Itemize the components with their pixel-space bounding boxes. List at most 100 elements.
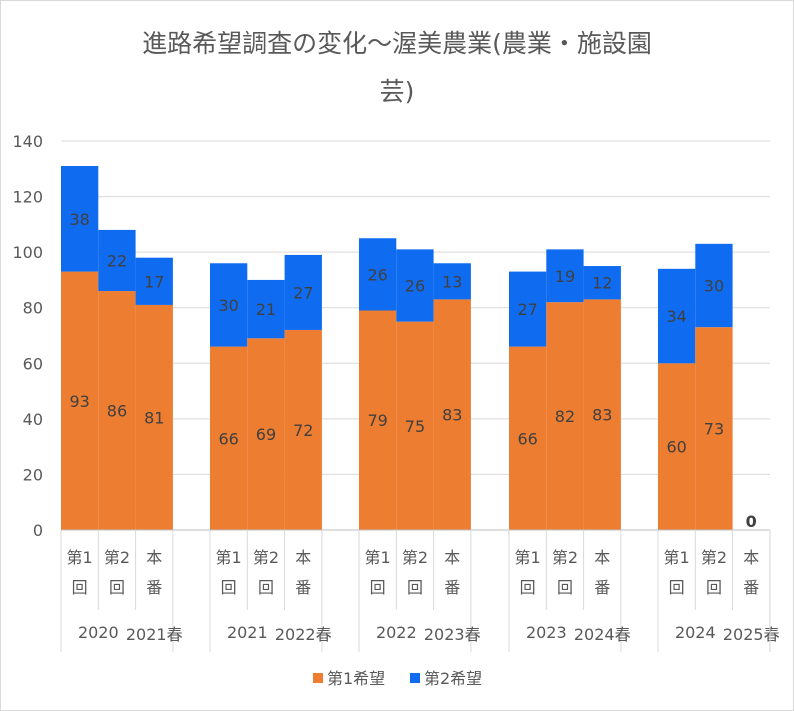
- y-tick-label: 20: [23, 465, 43, 484]
- category-label-bottom: 回: [520, 578, 536, 597]
- y-tick-label: 0: [33, 521, 43, 540]
- group-year-label: 2021: [227, 623, 268, 642]
- group-season-label: 2021春: [126, 625, 183, 644]
- bar-second-choice: [247, 279, 285, 339]
- data-label-second-choice: 27: [517, 300, 537, 319]
- data-label-first-choice: 86: [107, 402, 127, 421]
- bar-first-choice: [247, 338, 285, 530]
- data-label-second-choice: 26: [405, 276, 425, 295]
- data-label-first-choice: 66: [218, 429, 238, 448]
- data-label-second-choice: 13: [442, 272, 462, 291]
- bar-second-choice: [359, 238, 397, 311]
- data-label-first-choice: 72: [293, 421, 313, 440]
- bar-first-choice: [658, 363, 696, 530]
- group-season-label: 2025春: [723, 625, 780, 644]
- category-label-top: 本: [295, 548, 311, 567]
- bar-first-choice: [61, 271, 99, 530]
- group-year-label: 2023: [526, 623, 567, 642]
- group-year-label: 2022: [376, 623, 417, 642]
- bar-second-choice: [135, 257, 173, 305]
- data-label-first-choice: 81: [144, 408, 164, 427]
- data-label-second-choice: 30: [218, 296, 238, 315]
- chart-title-line-1: 進路希望調査の変化～渥美農業(農業・施設園: [142, 29, 652, 58]
- category-label-top: 第1: [365, 548, 391, 567]
- category-label-bottom: 回: [407, 578, 423, 597]
- bar-second-choice: [433, 263, 471, 300]
- data-label-second-choice: 26: [367, 265, 387, 284]
- category-label-top: 本: [594, 548, 610, 567]
- data-label-first-choice: 60: [666, 438, 686, 457]
- y-tick-label: 80: [23, 299, 43, 318]
- data-label-second-choice: 34: [666, 307, 686, 326]
- bar-second-choice: [396, 249, 434, 322]
- bar-second-choice: [61, 166, 99, 272]
- bar-second-choice: [583, 266, 621, 300]
- category-label-top: 第2: [402, 548, 428, 567]
- category-label-bottom: 番: [743, 578, 759, 597]
- category-label-bottom: 回: [72, 578, 88, 597]
- data-label-second-choice: 12: [592, 274, 612, 293]
- bar-second-choice: [695, 243, 733, 328]
- data-label-second-choice: 22: [107, 251, 127, 270]
- bar-first-choice: [359, 310, 397, 530]
- data-label-first-choice: 73: [704, 420, 724, 439]
- data-label-first-choice: 82: [555, 407, 575, 426]
- data-label-second-choice: 38: [69, 210, 89, 229]
- bar-first-choice: [284, 329, 322, 530]
- bar-second-choice: [210, 263, 248, 347]
- data-label-second-choice: 30: [704, 276, 724, 295]
- bar-first-choice: [509, 346, 547, 530]
- bar-second-choice: [658, 268, 696, 364]
- bar-first-choice: [695, 327, 733, 530]
- data-label-first-choice: 83: [592, 406, 612, 425]
- category-label-top: 第1: [515, 548, 541, 567]
- bar-first-choice: [210, 346, 248, 530]
- bar-second-choice: [509, 271, 547, 347]
- data-label-second-choice: 27: [293, 283, 313, 302]
- category-label-bottom: 回: [706, 578, 722, 597]
- y-tick-label: 140: [12, 132, 43, 151]
- category-label-top: 第2: [253, 548, 279, 567]
- category-label-top: 第2: [104, 548, 130, 567]
- group-season-label: 2023春: [424, 625, 481, 644]
- bar-second-choice: [284, 254, 322, 330]
- bar-first-choice: [546, 302, 584, 530]
- bar-first-choice: [396, 321, 434, 530]
- category-label-top: 本: [444, 548, 460, 567]
- category-label-bottom: 番: [295, 578, 311, 597]
- y-tick-label: 120: [12, 188, 43, 207]
- legend-label-first-choice: 第1希望: [327, 669, 385, 688]
- legend-label-second-choice: 第2希望: [424, 669, 482, 688]
- group-season-label: 2024春: [574, 625, 631, 644]
- y-tick-label: 60: [23, 354, 43, 373]
- data-label-first-choice: 69: [256, 425, 276, 444]
- data-label-first-choice: 83: [442, 406, 462, 425]
- category-label-bottom: 番: [146, 578, 162, 597]
- bar-first-choice: [583, 299, 621, 530]
- legend-swatch-second-choice: [410, 673, 420, 683]
- category-label-top: 第2: [552, 548, 578, 567]
- data-label-second-choice: 21: [256, 300, 276, 319]
- bar-first-choice: [433, 299, 471, 530]
- group-year-label: 2024: [675, 623, 716, 642]
- category-label-bottom: 回: [669, 578, 685, 597]
- category-label-top: 第1: [67, 548, 93, 567]
- category-label-top: 第1: [664, 548, 690, 567]
- category-label-bottom: 回: [557, 578, 573, 597]
- category-label-bottom: 回: [221, 578, 237, 597]
- y-tick-label: 100: [12, 243, 43, 262]
- category-label-top: 第2: [701, 548, 727, 567]
- bar-first-choice: [135, 304, 173, 530]
- chart-title-line-2: 芸): [380, 77, 415, 106]
- data-label-first-choice: 75: [405, 417, 425, 436]
- group-year-label: 2020: [78, 623, 119, 642]
- bar-second-choice: [98, 229, 136, 292]
- category-label-top: 本: [743, 548, 759, 567]
- category-label-bottom: 番: [444, 578, 460, 597]
- category-label-bottom: 番: [594, 578, 610, 597]
- category-label-top: 本: [146, 548, 162, 567]
- category-label-bottom: 回: [109, 578, 125, 597]
- data-label-zero: 0: [746, 512, 757, 531]
